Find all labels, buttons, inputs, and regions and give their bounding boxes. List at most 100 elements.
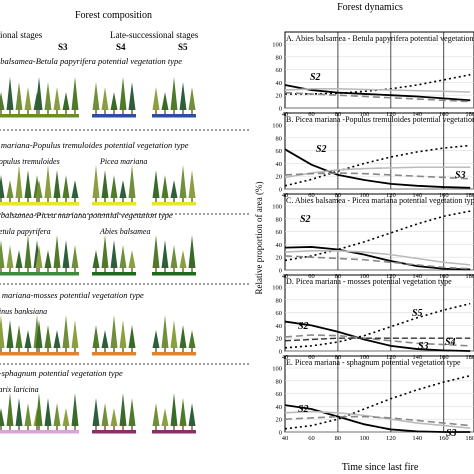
y-tick-label: 80 bbox=[276, 54, 283, 61]
y-tick-label: 40 bbox=[276, 323, 283, 330]
tree-trunk bbox=[74, 198, 76, 202]
y-tick-label: 0 bbox=[279, 187, 282, 194]
tree-crown bbox=[110, 92, 118, 110]
tree-crown bbox=[35, 245, 43, 268]
tree-trunk bbox=[65, 268, 67, 272]
stage-series-label: S3 bbox=[418, 341, 429, 352]
tree-crown bbox=[15, 165, 23, 198]
tree-trunk bbox=[164, 198, 166, 202]
series-line-dashed-gray bbox=[284, 415, 471, 427]
stage-ground-bar bbox=[35, 114, 79, 118]
series-line-solid-black bbox=[284, 320, 471, 352]
x-tick-label: 180 bbox=[465, 273, 474, 280]
tree-trunk bbox=[38, 426, 40, 430]
y-tick-label: 0 bbox=[279, 349, 282, 356]
tree-crown bbox=[6, 77, 14, 110]
composition-panel-b: B. Picea mariana-Populus tremuloides pot… bbox=[0, 140, 250, 215]
y-tick-label: 100 bbox=[272, 204, 282, 211]
tree-trunk bbox=[104, 348, 106, 352]
tree-crown bbox=[128, 325, 136, 348]
tree-crown bbox=[92, 325, 100, 348]
tree-crown bbox=[44, 250, 52, 268]
x-tick-label: 140 bbox=[412, 354, 422, 361]
tree-trunk bbox=[47, 110, 49, 114]
stage-ground-bar bbox=[0, 202, 41, 206]
y-tick-label: 20 bbox=[276, 174, 283, 181]
dynamics-panel-title: E. Picea mariana - sphagnum potential ve… bbox=[286, 358, 461, 367]
x-tick-label: 60 bbox=[308, 192, 315, 199]
tree-crown bbox=[170, 320, 178, 348]
tree-trunk bbox=[27, 426, 29, 430]
tree-trunk bbox=[36, 198, 38, 202]
tree-crown bbox=[170, 77, 178, 110]
forest-composition: Forest composition Mid-successional stag… bbox=[0, 10, 250, 434]
tree-crown bbox=[71, 180, 79, 198]
tree-trunk bbox=[27, 110, 29, 114]
tree-crown bbox=[92, 165, 100, 198]
tree-trunk bbox=[56, 268, 58, 272]
composition-panel-title: B. Picea mariana-Populus tremuloides pot… bbox=[0, 140, 189, 150]
tree-crown bbox=[119, 320, 127, 348]
stage-ground-bar bbox=[152, 114, 196, 118]
tree-trunk bbox=[95, 110, 97, 114]
y-tick-label: 20 bbox=[276, 255, 283, 262]
late-successional-label: Late-successional stages bbox=[110, 30, 199, 40]
stage-ground-bar bbox=[152, 352, 196, 356]
tree-trunk bbox=[95, 348, 97, 352]
y-tick-label: 40 bbox=[276, 404, 283, 411]
stage-series-label: S2 bbox=[298, 404, 309, 415]
tree-trunk bbox=[182, 348, 184, 352]
stage-ground-bar bbox=[152, 202, 196, 206]
tree-crown bbox=[92, 398, 100, 426]
tree-trunk bbox=[164, 268, 166, 272]
dynamics-panel-d: D. Picea mariana - mosses potential vege… bbox=[272, 274, 474, 361]
tree-crown bbox=[92, 82, 100, 110]
series-line-dotted-black bbox=[284, 144, 471, 187]
composition-panel-a: A. Abies balsamea-Betula papyrifera pote… bbox=[0, 56, 250, 131]
stage-ground-bar bbox=[0, 430, 41, 434]
series-line-dashed-gray bbox=[284, 172, 471, 180]
dynamics-panel-b: B. Picea mariana -Populus tremuloides po… bbox=[272, 112, 474, 199]
stage-ground-bar bbox=[35, 352, 79, 356]
tree-trunk bbox=[38, 198, 40, 202]
x-tick-label: 60 bbox=[308, 111, 315, 118]
series-line-dashed-black bbox=[284, 337, 471, 342]
stage-ground-bar bbox=[35, 430, 79, 434]
tree-stand bbox=[35, 315, 79, 356]
series-line-solid-gray bbox=[284, 250, 471, 266]
y-tick-label: 60 bbox=[276, 310, 283, 317]
x-tick-label: 160 bbox=[439, 435, 449, 442]
stage-series-label: S3 bbox=[446, 428, 457, 439]
composition-panel-title: A. Abies balsamea-Betula papyrifera pote… bbox=[0, 56, 182, 66]
tree-trunk bbox=[155, 348, 157, 352]
tree-trunk bbox=[131, 268, 133, 272]
y-tick-label: 40 bbox=[276, 80, 283, 87]
tree-trunk bbox=[65, 348, 67, 352]
tree-crown bbox=[119, 180, 127, 198]
y-tick-label: 0 bbox=[279, 430, 282, 437]
tree-trunk bbox=[173, 348, 175, 352]
tree-stand bbox=[92, 77, 136, 118]
tree-crown bbox=[161, 175, 169, 198]
y-tick-label: 60 bbox=[276, 67, 283, 74]
tree-trunk bbox=[9, 198, 11, 202]
x-tick-label: 60 bbox=[308, 435, 315, 442]
tree-crown bbox=[53, 330, 61, 348]
tree-trunk bbox=[122, 110, 124, 114]
tree-stand bbox=[0, 393, 41, 434]
left-title: Forest composition bbox=[75, 10, 152, 21]
tree-stand bbox=[152, 393, 196, 434]
right-title: Forest dynamics bbox=[337, 2, 403, 13]
x-tick-label: 140 bbox=[412, 111, 422, 118]
tree-crown bbox=[110, 240, 118, 268]
tree-crown bbox=[179, 82, 187, 110]
tree-crown bbox=[24, 87, 32, 110]
x-tick-label: 180 bbox=[465, 111, 474, 118]
tree-trunk bbox=[113, 110, 115, 114]
tree-trunk bbox=[113, 426, 115, 430]
tree-stand bbox=[152, 77, 196, 118]
tree-trunk bbox=[155, 426, 157, 430]
y-tick-label: 80 bbox=[276, 216, 283, 223]
tree-trunk bbox=[27, 348, 29, 352]
